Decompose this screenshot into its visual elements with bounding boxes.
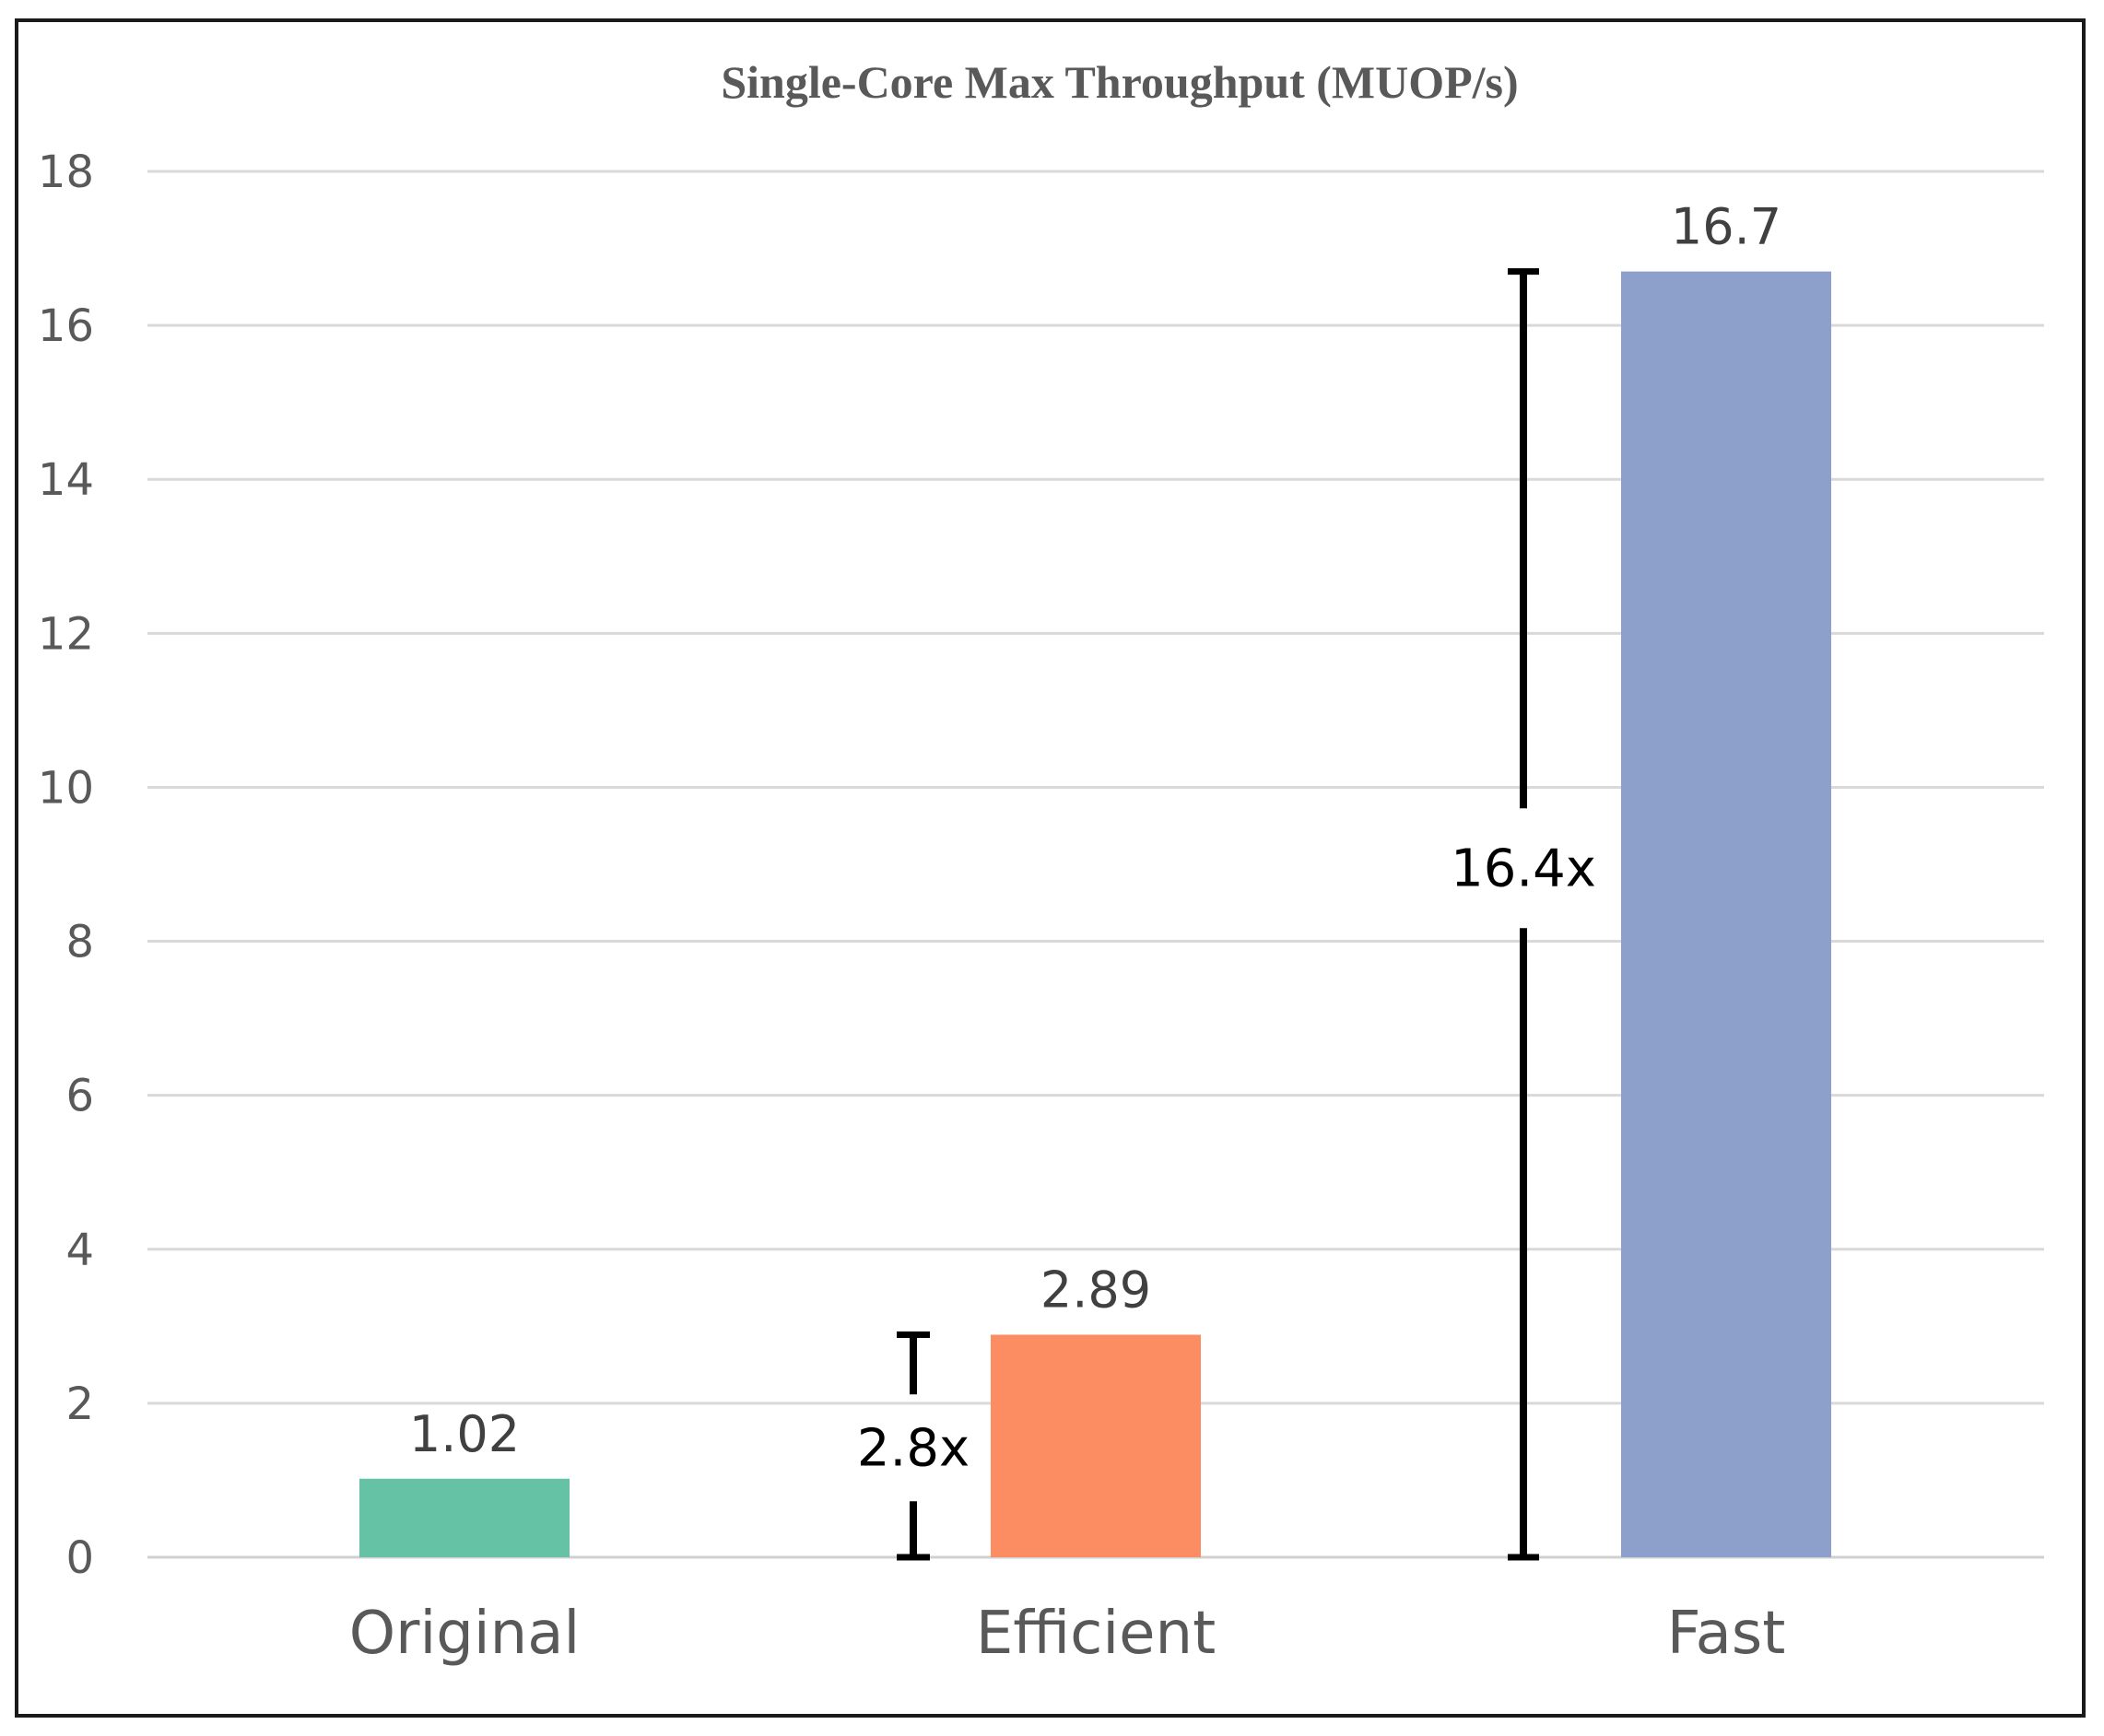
value-label-original: 1.02	[409, 1405, 520, 1463]
category-label-efficient: Efficient	[976, 1600, 1216, 1668]
y-tick-label: 18	[38, 147, 94, 198]
y-tick-label: 2	[65, 1378, 94, 1430]
chart-title: Single-Core Max Throughput (MUOP/s)	[721, 56, 1518, 108]
category-label-original: Original	[349, 1600, 580, 1668]
value-label-efficient: 2.89	[1040, 1261, 1151, 1320]
chart-svg: Single-Core Max Throughput (MUOP/s) 0 2 4 6…	[38, 56, 2044, 1668]
category-label-fast: Fast	[1667, 1600, 1786, 1668]
gridlines	[147, 170, 2044, 1559]
annotation-fast-label: 16.4x	[1451, 839, 1596, 898]
y-tick-label: 12	[38, 608, 94, 660]
annotation-efficient: 2.8x	[857, 1331, 970, 1561]
y-tick-label: 0	[65, 1532, 94, 1584]
y-tick-label: 4	[65, 1225, 94, 1276]
y-tick-label: 14	[38, 454, 94, 506]
y-axis-ticks: 0 2 4 6 8 10 12 14 16 18	[38, 147, 94, 1584]
x-axis-categories: Original Efficient Fast	[349, 1600, 1786, 1668]
y-tick-label: 8	[65, 917, 94, 968]
annotation-fast: 16.4x	[1451, 268, 1596, 1561]
y-tick-label: 10	[38, 762, 94, 814]
chart-frame: Single-Core Max Throughput (MUOP/s) 0 2 4 6…	[15, 18, 2086, 1718]
data-labels: 1.02 2.89 16.7	[409, 198, 1781, 1463]
y-tick-label: 16	[38, 300, 94, 352]
speedup-annotations: 2.8x 16.4x	[857, 268, 1596, 1561]
bar-fast	[1621, 271, 1831, 1558]
bar-original	[359, 1478, 570, 1557]
annotation-efficient-label: 2.8x	[857, 1418, 970, 1478]
value-label-fast: 16.7	[1671, 198, 1781, 256]
bars	[359, 271, 1831, 1558]
bar-efficient	[991, 1334, 1201, 1557]
y-tick-label: 6	[65, 1071, 94, 1122]
